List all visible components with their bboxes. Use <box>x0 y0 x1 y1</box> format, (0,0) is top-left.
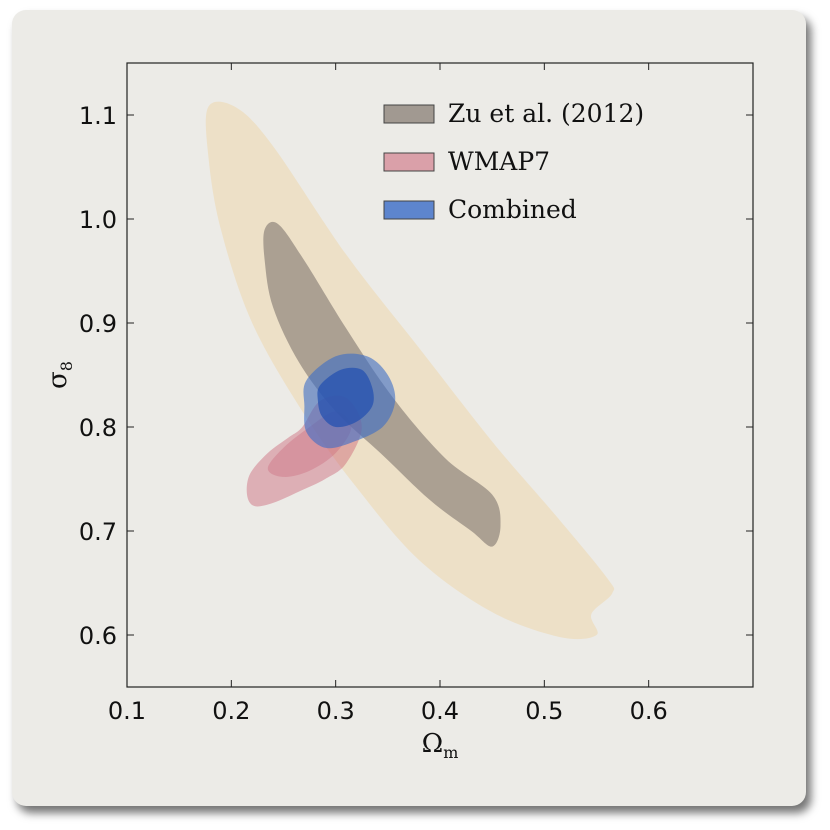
contour-layer <box>205 101 615 640</box>
y-tick-label-0.6: 0.6 <box>79 622 117 650</box>
y-axis-label: σ8 <box>43 361 76 389</box>
x-tick-label-0.6: 0.6 <box>630 697 668 725</box>
legend-label-combined: Combined <box>448 195 577 224</box>
x-tick-label-0.4: 0.4 <box>421 697 459 725</box>
figure-card: 0.1 0.2 0.3 0.4 0.5 0.6 1.1 1.0 0.9 0.8 0.7 0.6 Ωm … <box>12 10 806 806</box>
x-tick-label-0.5: 0.5 <box>525 697 563 725</box>
x-tick-label-0.3: 0.3 <box>317 697 355 725</box>
tick-layer: 0.1 0.2 0.3 0.4 0.5 0.6 1.1 1.0 0.9 0.8 0.7 0.6 <box>79 63 753 725</box>
y-tick-label-1.0: 1.0 <box>79 206 117 234</box>
y-tick-label-0.9: 0.9 <box>79 310 117 338</box>
x-axis-label: Ωm <box>422 729 459 762</box>
y-axis-label-main: σ <box>43 371 73 389</box>
y-tick-label-1.1: 1.1 <box>79 102 117 130</box>
legend-label-wmap7: WMAP7 <box>448 147 550 176</box>
y-axis-label-sub: 8 <box>57 361 76 371</box>
y-tick-label-0.7: 0.7 <box>79 518 117 546</box>
x-tick-label-0.2: 0.2 <box>212 697 250 725</box>
x-tick-label-0.1: 0.1 <box>108 697 146 725</box>
y-tick-label-0.8: 0.8 <box>79 414 117 442</box>
contour-zu2012-outer <box>205 101 615 640</box>
legend-swatch-combined <box>383 200 435 220</box>
legend-label-zu2012: Zu et al. (2012) <box>448 99 644 128</box>
contour-combined-inner <box>317 367 374 428</box>
x-axis-label-main: Ω <box>422 729 444 759</box>
x-axis-label-sub: m <box>443 743 458 762</box>
legend-swatch-zu2012 <box>383 104 435 124</box>
contour-chart: 0.1 0.2 0.3 0.4 0.5 0.61.11.00.90.80.70.6 Ωm … <box>43 62 754 762</box>
legend: Zu et al. (2012) WMAP7 Combined <box>383 99 644 224</box>
legend-swatch-wmap7 <box>383 152 435 172</box>
